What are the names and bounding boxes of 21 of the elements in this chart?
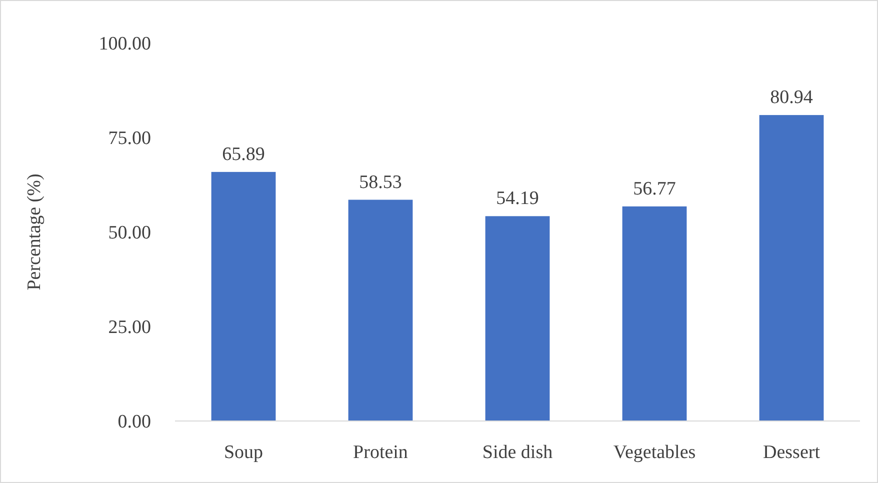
data-label: 56.77	[633, 178, 676, 200]
y-tick-label: 50.00	[108, 222, 151, 244]
x-tick-label: Protein	[353, 442, 408, 463]
data-label: 80.94	[770, 87, 814, 108]
x-tick-label: Soup	[224, 442, 264, 463]
y-tick-label: 100.00	[98, 34, 151, 55]
data-label: 65.89	[222, 144, 265, 165]
bar	[211, 172, 276, 421]
bar	[485, 216, 550, 421]
bar	[622, 206, 687, 421]
data-label: 58.53	[359, 172, 402, 193]
x-tick-label: Dessert	[763, 442, 821, 463]
data-label: 54.19	[496, 188, 539, 210]
bar	[348, 200, 413, 421]
y-tick-label: 0.00	[118, 412, 151, 433]
y-tick-label: 75.00	[108, 128, 151, 150]
bar	[759, 115, 824, 421]
x-tick-label: Side dish	[482, 442, 554, 463]
x-tick-label: Vegetables	[613, 442, 696, 463]
y-tick-label: 25.00	[108, 317, 151, 338]
y-axis-title: Percentage (%)	[24, 174, 45, 290]
